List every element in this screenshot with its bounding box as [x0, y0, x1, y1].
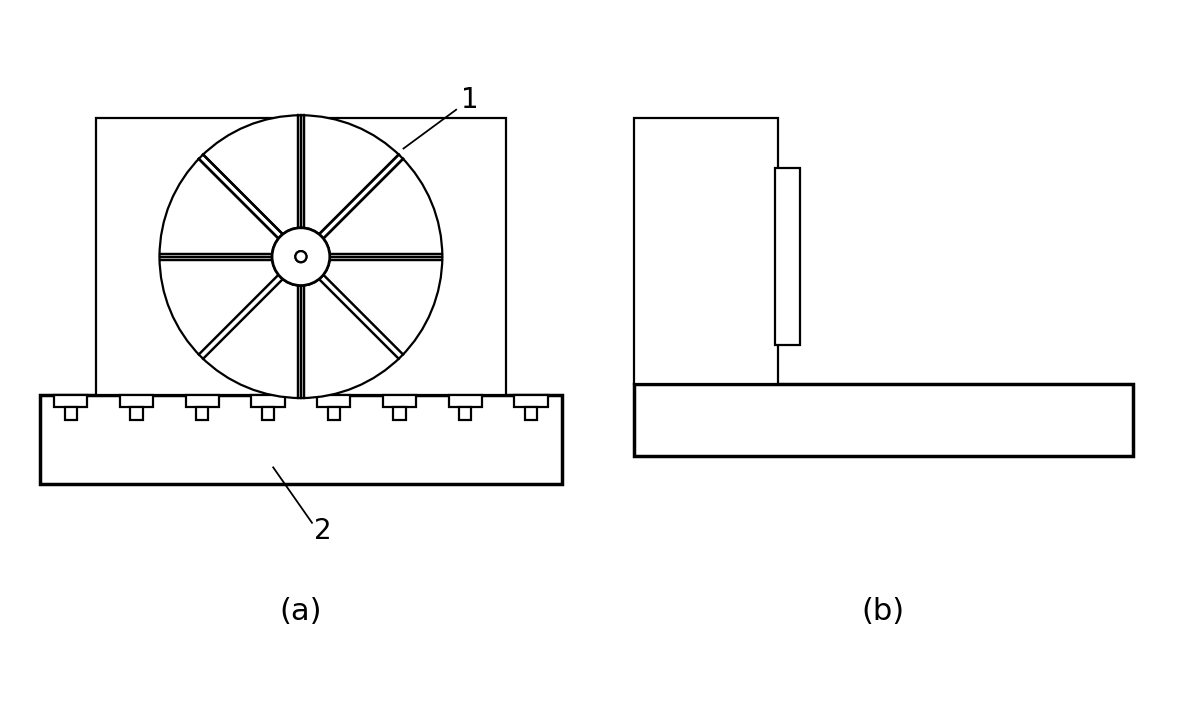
Bar	[251, 395, 284, 408]
Bar	[130, 408, 142, 420]
Bar	[776, 168, 800, 345]
Bar	[197, 408, 208, 420]
Text: (a): (a)	[279, 597, 322, 626]
Circle shape	[295, 251, 307, 262]
Bar	[96, 118, 506, 395]
Bar	[514, 395, 548, 408]
Circle shape	[272, 228, 329, 285]
Circle shape	[272, 228, 329, 285]
Bar	[262, 408, 275, 420]
Bar	[65, 408, 77, 420]
Bar	[40, 395, 561, 484]
Bar	[449, 395, 482, 408]
Circle shape	[160, 115, 443, 398]
Text: 2: 2	[314, 517, 332, 545]
Bar	[328, 408, 340, 420]
Bar	[525, 408, 538, 420]
Circle shape	[295, 251, 307, 262]
Bar	[633, 118, 778, 384]
Bar	[382, 395, 416, 408]
Bar	[459, 408, 471, 420]
Text: 1: 1	[462, 86, 478, 114]
Text: (b): (b)	[862, 597, 905, 626]
Bar	[54, 395, 88, 408]
Bar	[186, 395, 219, 408]
Bar	[393, 408, 406, 420]
Bar	[317, 395, 350, 408]
Bar	[633, 384, 1133, 456]
Bar	[120, 395, 153, 408]
